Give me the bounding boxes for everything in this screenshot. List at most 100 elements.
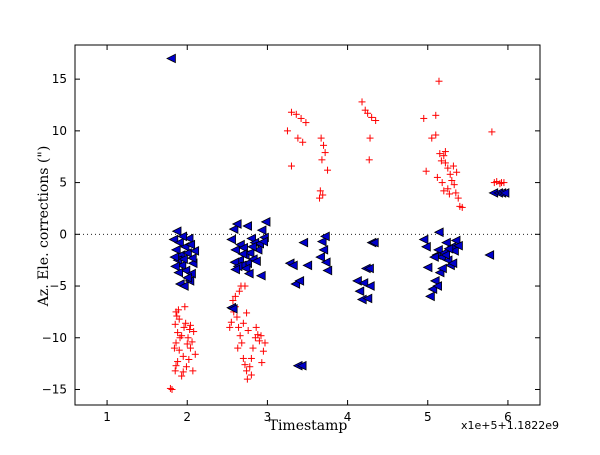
red-plus-point xyxy=(173,312,181,320)
blue-triangle-point xyxy=(316,236,327,247)
blue-triangle-point xyxy=(298,237,309,248)
blue-triangle-point xyxy=(178,281,189,291)
red-plus-point xyxy=(180,323,188,331)
blue-triangle-point xyxy=(443,243,454,254)
blue-triangle-point xyxy=(499,188,510,198)
red-plus-point xyxy=(171,320,179,328)
red-plus-point xyxy=(450,181,458,189)
red-plus-point xyxy=(287,162,295,170)
ticks-layer: 1 2 3 4 5 6 −15 −10 −5 0 5 10 15 xyxy=(42,45,540,424)
x-axis-offset-label: x1e+5+1.1822e9 xyxy=(461,419,559,432)
red-plus-point xyxy=(174,358,182,366)
red-plus-point xyxy=(179,352,187,360)
red-plus-point xyxy=(234,344,242,352)
blue-triangle-point xyxy=(302,260,313,271)
blue-triangle-point xyxy=(173,267,184,278)
blue-triangle-point xyxy=(177,231,188,242)
red-plus-point xyxy=(183,340,191,348)
blue-triangle-point xyxy=(229,257,240,268)
red-plus-point xyxy=(257,332,265,340)
red-plus-point xyxy=(258,359,266,367)
y-tick-label: 0 xyxy=(59,227,67,241)
blue-triangle-point xyxy=(230,264,240,275)
x-tick-label: 6 xyxy=(504,410,512,424)
y-tick-label: −15 xyxy=(42,382,67,396)
blue-triangle-point xyxy=(244,248,255,258)
y-axis-label: Az. Ele. corrections (") xyxy=(36,146,52,308)
red-plus-point xyxy=(368,113,376,121)
blue-triangle-point xyxy=(246,233,256,244)
red-plus-point xyxy=(318,156,326,164)
x-axis-label: Timestamp xyxy=(269,418,348,434)
blue-triangle-point xyxy=(252,244,263,255)
red-plus-point xyxy=(292,110,300,118)
red-plus-point xyxy=(437,157,445,165)
blue-triangle-point xyxy=(166,53,176,64)
red-plus-point xyxy=(297,114,305,122)
blue-triangle-point xyxy=(238,242,248,253)
blue-triangle-point xyxy=(185,239,196,250)
red-plus-point xyxy=(184,334,192,342)
blue-triangle-point xyxy=(354,286,365,297)
red-plus-point xyxy=(440,152,448,160)
blue-triangle-point xyxy=(294,276,305,286)
red-plus-point xyxy=(319,191,327,199)
red-plus-point xyxy=(252,323,260,331)
red-plus-point xyxy=(448,177,456,185)
red-plus-point xyxy=(299,138,307,146)
blue-triangle-point xyxy=(450,235,461,246)
blue-triangle-point xyxy=(169,252,180,262)
x-tick-label: 3 xyxy=(264,410,272,424)
blue-triangle-point xyxy=(432,281,442,291)
red-plus-point xyxy=(244,327,252,335)
red-plus-point xyxy=(366,134,374,142)
red-plus-point xyxy=(321,149,329,157)
x-tick-label: 5 xyxy=(424,410,432,424)
red-plus-point xyxy=(181,303,189,311)
red-plus-point xyxy=(235,287,243,295)
red-plus-point xyxy=(226,323,234,331)
red-plus-point xyxy=(231,292,239,300)
red-plus-point xyxy=(287,108,295,116)
red-plus-point xyxy=(452,189,460,197)
blue-triangle-point xyxy=(362,293,373,304)
blue-triangle-point xyxy=(418,234,429,245)
red-plus-point xyxy=(243,309,251,317)
red-plus-point xyxy=(175,346,183,354)
red-plus-point xyxy=(170,344,178,352)
red-plus-point xyxy=(247,371,255,379)
blue-triangle-point xyxy=(433,227,444,238)
blue-triangle-point xyxy=(182,272,192,283)
red-plus-point xyxy=(433,173,441,181)
red-plus-point xyxy=(500,179,508,187)
red-plus-point xyxy=(239,319,247,327)
blue-triangle-point xyxy=(256,225,267,236)
red-plus-point xyxy=(432,111,440,119)
blue-triangle-point xyxy=(171,226,182,237)
red-plus-point xyxy=(302,119,310,127)
blue-triangle-point xyxy=(180,265,191,276)
red-plus-point xyxy=(420,114,428,122)
red-plus-point xyxy=(238,339,246,347)
red-plus-point xyxy=(189,367,197,375)
blue-triangle-point xyxy=(484,250,495,260)
red-plus-point xyxy=(186,325,194,333)
red-plus-point xyxy=(438,179,446,187)
red-plus-point xyxy=(372,117,380,125)
y-tick-label: −5 xyxy=(49,279,67,293)
blue-triangle-point xyxy=(449,246,459,256)
red-plus-point xyxy=(316,187,324,195)
red-plus-point xyxy=(453,168,461,176)
blue-triangle-point xyxy=(322,265,333,276)
red-plus-point xyxy=(241,361,249,369)
blue-triangle-point xyxy=(364,263,374,274)
red-plus-point xyxy=(445,190,453,198)
red-plus-point xyxy=(316,194,324,202)
red-plus-point xyxy=(446,170,454,178)
blue-triangle-point xyxy=(315,252,325,262)
blue-triangle-point xyxy=(429,276,440,286)
red-plus-point xyxy=(449,162,457,170)
x-tick-label: 4 xyxy=(344,410,352,424)
red-plus-point xyxy=(172,362,180,370)
